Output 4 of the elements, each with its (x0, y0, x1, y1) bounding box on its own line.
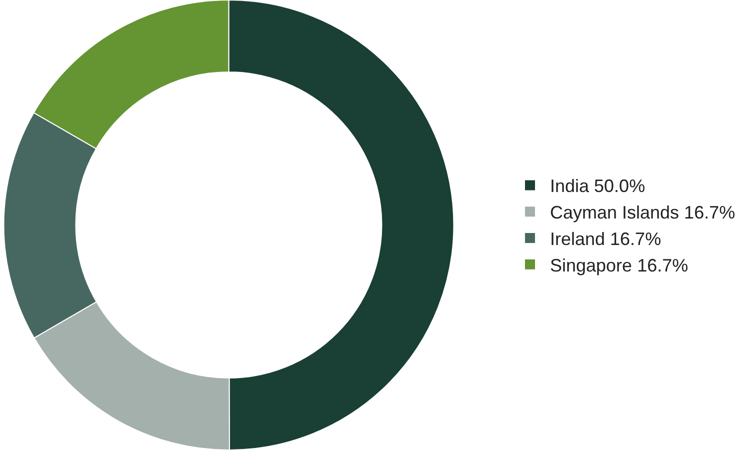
legend-label: Singapore 16.7% (550, 255, 688, 276)
legend-label: Ireland 16.7% (550, 229, 662, 250)
legend-label: India 50.0% (550, 176, 646, 196)
legend-label: Cayman Islands 16.7% (550, 202, 736, 223)
